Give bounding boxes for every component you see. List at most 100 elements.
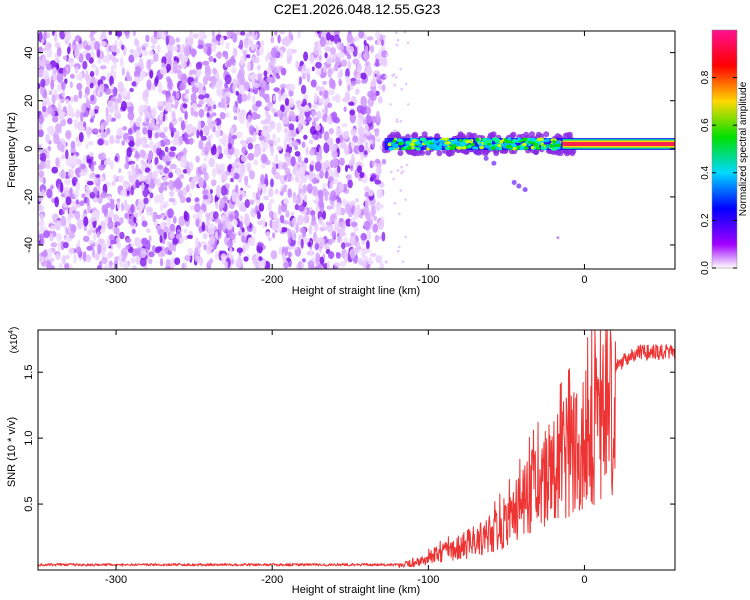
noise-blob <box>201 221 206 232</box>
noise-blob <box>353 257 358 264</box>
noise-blob <box>281 187 287 193</box>
noise-blob <box>88 151 95 157</box>
noise-blob <box>62 66 67 78</box>
noise-blob <box>396 249 400 253</box>
noise-blob <box>215 129 221 138</box>
noise-blob <box>64 263 70 269</box>
noise-blob <box>257 242 264 247</box>
noise-blob <box>324 191 330 196</box>
noise-blob <box>196 69 202 76</box>
noise-blob <box>62 55 68 61</box>
noise-blob <box>74 48 80 59</box>
signal-blob <box>423 141 430 145</box>
noise-blob <box>284 246 289 256</box>
signal-blob <box>490 146 496 150</box>
noise-blob <box>211 112 217 117</box>
noise-blob <box>194 246 199 257</box>
noise-blob <box>158 228 164 236</box>
noise-blob <box>288 128 292 138</box>
noise-blob <box>86 180 94 186</box>
noise-blob <box>404 82 408 86</box>
noise-blob <box>260 153 268 164</box>
snr-multiplier-exponent: 4 <box>8 330 15 334</box>
noise-blob <box>345 203 352 214</box>
noise-blob <box>260 120 268 125</box>
noise-blob <box>399 67 402 71</box>
signal-blob <box>406 146 412 150</box>
noise-blob <box>86 97 89 105</box>
noise-blob <box>243 38 248 49</box>
noise-blob <box>228 132 232 143</box>
noise-blob <box>55 57 60 63</box>
noise-blob <box>132 31 137 37</box>
noise-blob <box>243 256 249 262</box>
noise-blob <box>297 155 302 163</box>
noise-blob <box>184 255 191 262</box>
noise-blob <box>225 60 233 68</box>
noise-blob <box>269 146 275 152</box>
noise-blob <box>181 262 185 269</box>
noise-blob <box>137 137 143 145</box>
noise-blob <box>141 182 145 192</box>
noise-blob <box>127 128 133 135</box>
noise-blob <box>310 210 316 216</box>
noise-blob <box>247 91 251 102</box>
noise-blob <box>57 102 62 110</box>
noise-blob <box>365 65 372 75</box>
noise-blob <box>236 106 240 115</box>
signal-blob <box>529 137 537 142</box>
noise-blob <box>254 263 260 269</box>
noise-blob <box>270 47 278 58</box>
signal-blob <box>428 145 434 149</box>
noise-blob <box>93 109 99 114</box>
noise-blob <box>195 237 199 248</box>
noise-blob <box>343 252 348 263</box>
noise-blob <box>283 140 287 151</box>
noise-blob <box>178 135 184 145</box>
noise-blob <box>68 247 75 255</box>
noise-blob <box>110 64 114 74</box>
noise-blob <box>140 164 146 173</box>
noise-blob <box>198 177 205 188</box>
noise-blob <box>245 162 250 168</box>
noise-blob <box>175 90 180 100</box>
noise-blob <box>214 195 219 204</box>
noise-blob <box>183 210 188 221</box>
noise-blob <box>282 115 289 125</box>
noise-blob <box>277 219 281 228</box>
noise-blob <box>179 237 185 243</box>
noise-blob <box>138 205 143 217</box>
noise-blob <box>63 241 69 249</box>
noise-blob <box>209 235 216 246</box>
noise-blob <box>394 31 398 35</box>
noise-blob <box>324 105 328 116</box>
noise-blob <box>360 247 365 258</box>
noise-blob <box>219 79 223 85</box>
noise-blob <box>186 234 193 239</box>
noise-blob <box>371 115 377 123</box>
noise-blob <box>89 173 95 180</box>
noise-blob <box>344 242 352 247</box>
noise-blob <box>262 259 266 268</box>
noise-blob <box>128 106 134 114</box>
noise-blob <box>111 181 116 186</box>
noise-blob <box>171 45 179 52</box>
noise-blob <box>396 38 400 42</box>
noise-blob <box>134 153 141 159</box>
signal-blob <box>535 146 541 150</box>
noise-blob <box>118 168 122 174</box>
noise-blob <box>203 157 207 162</box>
noise-blob <box>165 101 172 110</box>
noise-blob <box>125 154 129 164</box>
noise-blob <box>374 158 380 164</box>
noise-blob <box>375 58 379 67</box>
noise-blob <box>319 146 323 157</box>
noise-blob <box>338 229 345 237</box>
signal-blob <box>479 145 484 150</box>
noise-blob <box>373 128 380 133</box>
x-tick-label: -300 <box>105 574 127 586</box>
noise-blob <box>75 65 79 75</box>
noise-blob <box>255 100 262 107</box>
noise-blob <box>55 62 59 71</box>
noise-blob <box>162 155 169 163</box>
